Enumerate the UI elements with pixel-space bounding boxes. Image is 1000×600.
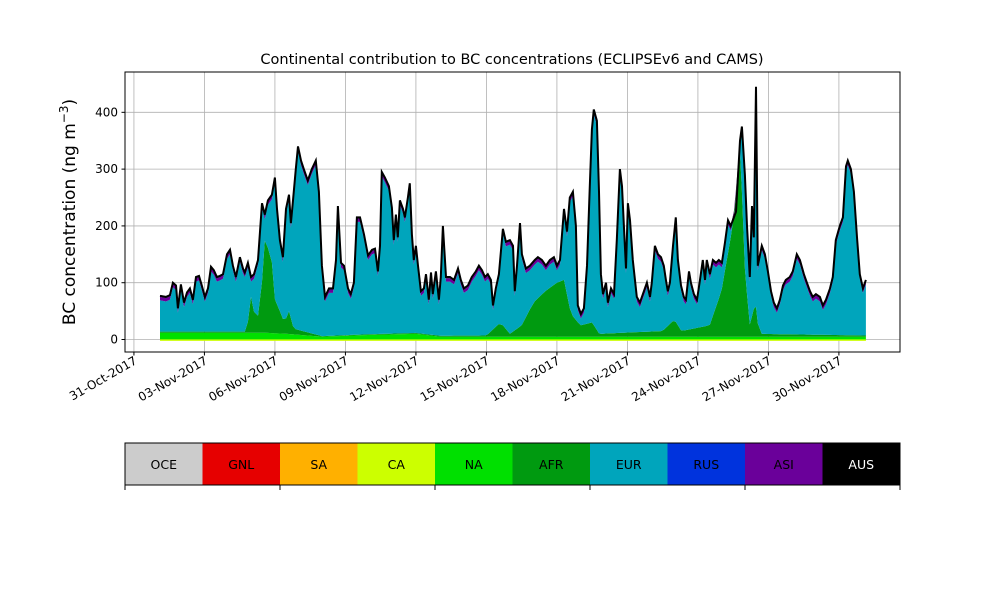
y-axis-label: BC concentration (ng m−3) (57, 99, 80, 325)
y-tick-label: 300 (95, 162, 118, 176)
x-tick-label: 30-Nov-2017 (770, 353, 844, 404)
x-tick-label: 21-Nov-2017 (559, 353, 633, 404)
legend-label-oce: OCE (151, 457, 178, 472)
plot-frame (124, 71, 901, 353)
x-tick-label: 31-Oct-2017 (67, 353, 139, 403)
x-tick-label: 27-Nov-2017 (700, 353, 774, 404)
legend-label-sa: SA (310, 457, 327, 472)
x-tick-label: 09-Nov-2017 (277, 353, 351, 404)
legend-swatch-aus (822, 443, 901, 485)
legend-label-afr: AFR (539, 457, 564, 472)
y-tick-label: 200 (95, 219, 118, 233)
x-tick-label: 18-Nov-2017 (488, 353, 562, 404)
area-aus-line (159, 86, 867, 317)
legend-swatch-afr (512, 443, 591, 485)
legend-swatch-ca (357, 443, 436, 485)
x-tick-label: 03-Nov-2017 (136, 353, 210, 404)
legend-swatch-asi (745, 443, 823, 485)
legend-label-asi: ASI (774, 457, 794, 472)
legend-swatch-gnl (202, 443, 281, 485)
chart-title: Continental contribution to BC concentra… (260, 52, 763, 68)
x-tick-label: 06-Nov-2017 (206, 353, 280, 404)
legend-colorbar-frame (124, 442, 901, 486)
legend-label-gnl: GNL (228, 457, 254, 472)
area-na (160, 332, 866, 340)
legend-swatch-oce (125, 443, 203, 485)
y-tick-label: 0 (110, 333, 118, 347)
legend-label-aus: AUS (848, 457, 874, 472)
y-tick-label: 100 (95, 276, 118, 290)
legend-swatch-na (435, 443, 513, 485)
x-tick-label: 24-Nov-2017 (629, 353, 703, 404)
legend-label-na: NA (465, 457, 483, 472)
legend-label-rus: RUS (693, 457, 719, 472)
x-tick-label: 12-Nov-2017 (347, 353, 421, 404)
legend-label-eur: EUR (616, 457, 642, 472)
y-tick-label: 400 (95, 105, 118, 119)
legend-swatch-rus (667, 443, 746, 485)
legend-swatch-eur (590, 443, 668, 485)
area-eur (160, 91, 866, 337)
x-tick-label: 15-Nov-2017 (418, 353, 492, 404)
legend-swatch-sa (280, 443, 358, 485)
legend-label-ca: CA (388, 457, 406, 472)
